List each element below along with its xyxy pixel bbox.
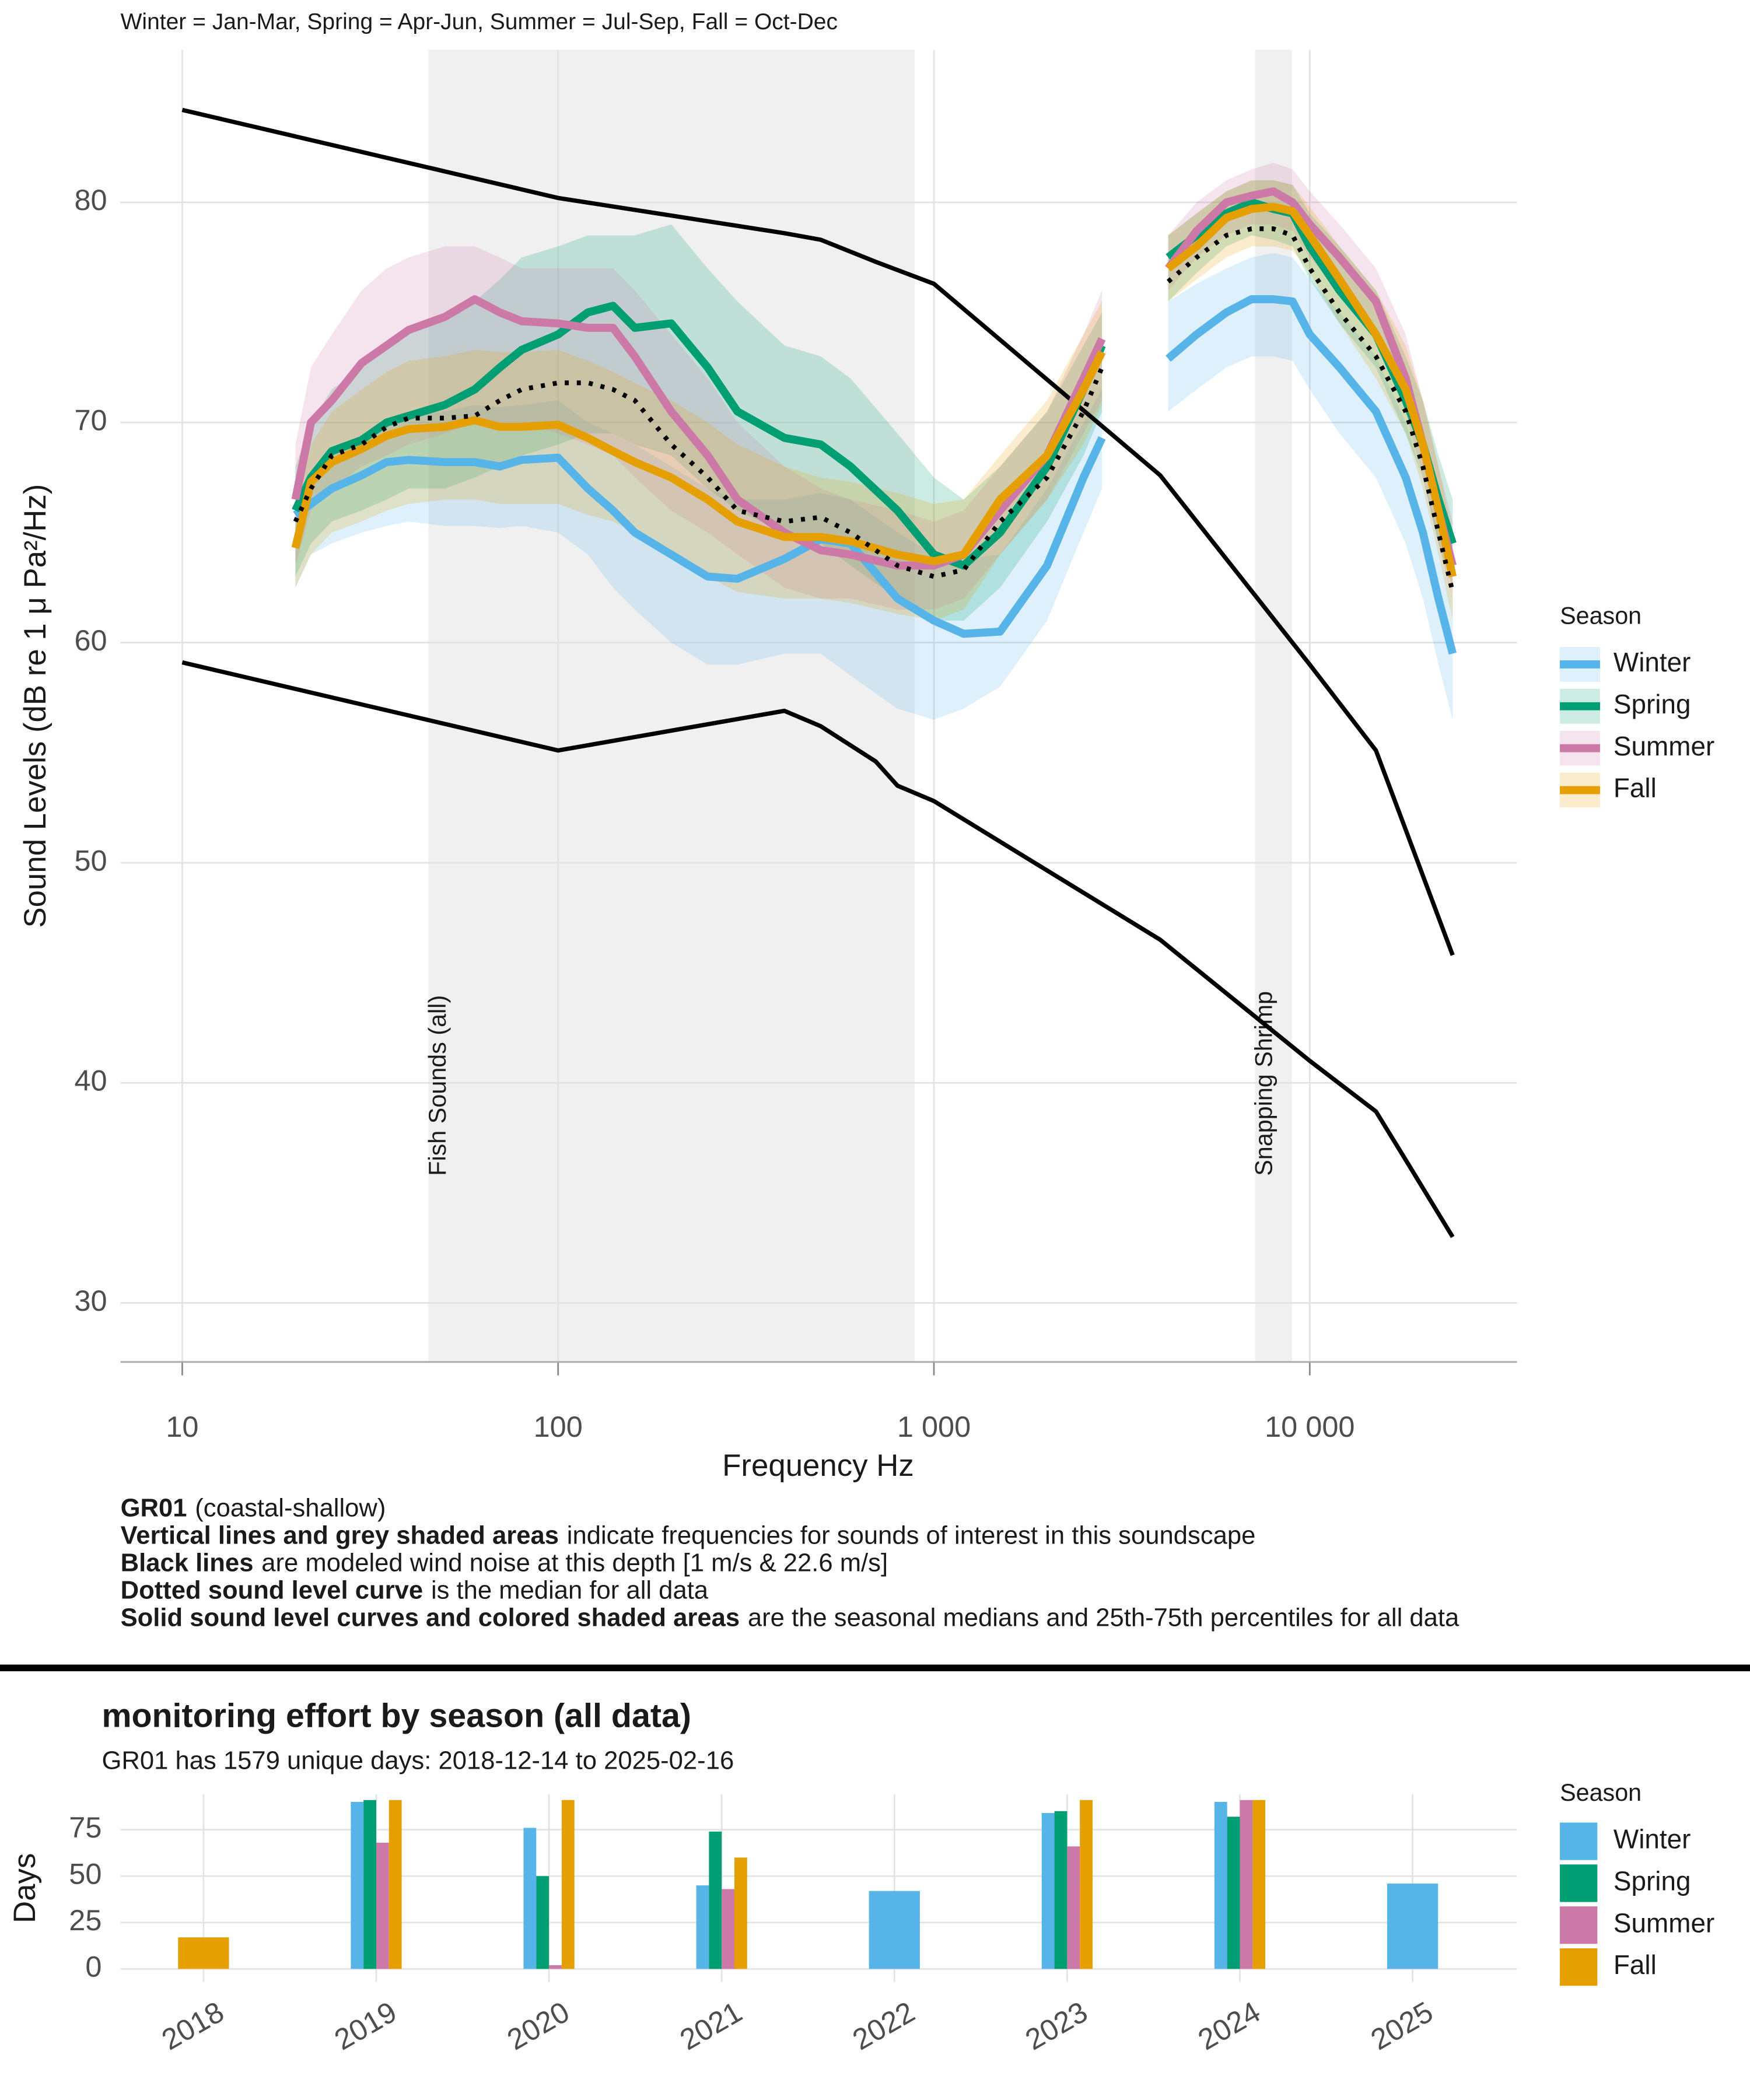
- legend-title: Season: [1560, 603, 1642, 629]
- y-axis-title: Sound Levels (dB re 1 μ Pa²/Hz): [18, 484, 52, 928]
- y-axis-title: Days: [8, 1853, 42, 1923]
- region-label: Fish Sounds (all): [424, 995, 451, 1176]
- x-tick-label: 1 000: [897, 1410, 971, 1443]
- overall-median-line: [293, 226, 1455, 593]
- y-tick-label: 50: [74, 844, 107, 877]
- divider: [0, 1664, 1750, 1672]
- bar: [696, 1885, 709, 1969]
- y-tick-label: 0: [85, 1950, 102, 1983]
- bar: [388, 1800, 402, 1969]
- note-text: are modeled wind noise at this depth [1 …: [261, 1549, 888, 1577]
- note-bold: Solid sound level curves and colored sha…: [121, 1604, 740, 1632]
- legend-title: Season: [1560, 1779, 1642, 1806]
- bar: [722, 1889, 734, 1969]
- season-median-line: [293, 295, 1457, 655]
- legend-label: Spring: [1614, 1866, 1691, 1896]
- note: GR01 (coastal-shallow): [121, 1494, 386, 1522]
- percentile-band: [295, 180, 1453, 621]
- wind-noise-line: [181, 660, 1455, 1238]
- bar: [1252, 1800, 1266, 1969]
- chart-title: monitoring effort by season (all data): [102, 1698, 691, 1735]
- note: Vertical lines and grey shaded areas indi…: [121, 1521, 1256, 1549]
- note-bold: Vertical lines and grey shaded areas: [121, 1521, 559, 1549]
- legend-key: [1560, 1906, 1598, 1944]
- season-median-line: [291, 202, 1457, 578]
- bar: [1080, 1800, 1093, 1969]
- legend-key: [1560, 1948, 1598, 1986]
- bar: [1387, 1883, 1438, 1969]
- bar: [1227, 1817, 1240, 1969]
- bar: [523, 1828, 537, 1969]
- shaded-region: [1255, 50, 1292, 1362]
- legend-label: Summer: [1614, 1908, 1714, 1938]
- bar: [549, 1965, 562, 1969]
- legend-key: [1560, 1864, 1598, 1902]
- bar: [1240, 1800, 1253, 1969]
- bar: [1054, 1811, 1068, 1969]
- legend-key: [1560, 1822, 1598, 1860]
- y-tick-label: 40: [74, 1064, 107, 1097]
- note: Solid sound level curves and colored sha…: [121, 1604, 1460, 1632]
- note-bold: GR01: [121, 1494, 187, 1522]
- legend-label: Winter: [1614, 647, 1691, 677]
- note: Dotted sound level curve is the median fo…: [121, 1576, 709, 1604]
- legend-label: Summer: [1614, 731, 1714, 761]
- bar: [734, 1857, 747, 1969]
- note-text: is the median for all data: [431, 1576, 709, 1604]
- bar: [376, 1842, 389, 1969]
- x-tick-label: 100: [534, 1410, 583, 1443]
- bar: [536, 1876, 550, 1969]
- x-tick-label: 10 000: [1265, 1410, 1354, 1443]
- legend-label: Fall: [1614, 1950, 1657, 1980]
- percentile-band: [295, 180, 1453, 621]
- bar: [1214, 1801, 1227, 1969]
- y-tick-label: 75: [69, 1811, 102, 1844]
- percentile-band: [295, 253, 1453, 720]
- legend-label: Spring: [1614, 689, 1691, 719]
- legend-label: Fall: [1614, 773, 1657, 803]
- note: Black lines are modeled wind noise at thi…: [121, 1549, 888, 1577]
- note-bold: Black lines: [121, 1549, 254, 1577]
- y-tick-label: 30: [74, 1284, 107, 1317]
- note-text: (coastal-shallow): [195, 1494, 386, 1522]
- x-axis-title: Frequency Hz: [722, 1448, 914, 1483]
- bar: [869, 1891, 920, 1969]
- y-tick-label: 80: [74, 183, 107, 216]
- bar: [561, 1800, 575, 1969]
- bar: [351, 1801, 364, 1969]
- bar: [178, 1937, 229, 1969]
- y-tick-label: 50: [69, 1857, 102, 1891]
- y-tick-label: 60: [74, 624, 107, 657]
- note-bold: Dotted sound level curve: [121, 1576, 424, 1604]
- shaded-region: [428, 50, 915, 1362]
- note-text: are the seasonal medians and 25th-75th p…: [748, 1604, 1460, 1632]
- bar: [1067, 1846, 1080, 1969]
- y-tick-label: 25: [69, 1903, 102, 1937]
- percentile-band: [295, 162, 1453, 610]
- note-text: indicate frequencies for sounds of inter…: [567, 1521, 1256, 1549]
- bar: [1041, 1813, 1055, 1969]
- spectrum-chart: Winter = Jan-Mar, Spring = Apr-Jun, Summ…: [18, 9, 1714, 1632]
- legend-label: Winter: [1614, 1824, 1691, 1854]
- y-tick-label: 70: [74, 404, 107, 437]
- wind-noise-line: [181, 107, 1455, 956]
- chart-subtitle: Winter = Jan-Mar, Spring = Apr-Jun, Summ…: [121, 9, 838, 34]
- bar: [363, 1800, 376, 1969]
- bar: [709, 1831, 722, 1969]
- x-tick-label: 10: [166, 1410, 198, 1443]
- chart-subtitle: GR01 has 1579 unique days: 2018-12-14 to…: [102, 1747, 734, 1775]
